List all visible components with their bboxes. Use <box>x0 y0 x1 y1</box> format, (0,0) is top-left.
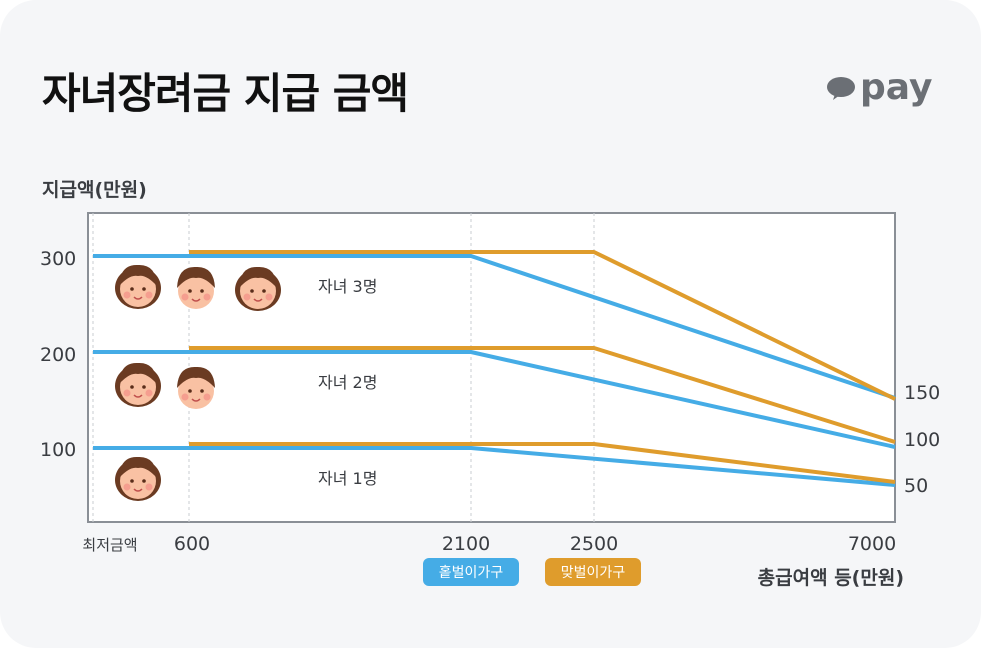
legend-label: 맞벌이가구 <box>561 565 626 581</box>
child-face-icon <box>177 366 215 409</box>
y-tick-label-left: 100 <box>40 439 76 461</box>
single-earner-line <box>93 254 896 400</box>
y-tick-label-right: 50 <box>904 475 928 497</box>
x-tick-label: 2500 <box>570 533 618 555</box>
child-face-icon <box>177 266 215 309</box>
child-face-icon <box>115 456 161 501</box>
single-earner-line <box>93 350 896 449</box>
child-count-label: 자녀 1명 <box>318 469 377 488</box>
x-tick-label: 7000 <box>848 533 896 555</box>
dual-earner-line <box>189 442 896 484</box>
speech-bubble-icon <box>827 77 855 100</box>
child-face-icon <box>235 266 281 311</box>
y-tick-label-right: 100 <box>904 429 940 451</box>
legend-badge <box>545 558 641 586</box>
legend-badge <box>423 558 519 586</box>
y-tick-label-left: 200 <box>40 344 76 366</box>
x-tick-label: 최저금액 <box>82 536 137 554</box>
y-axis-label: 지급액(만원) <box>42 179 147 201</box>
kakao-pay-logo: pay <box>826 70 932 106</box>
x-axis-label: 총급여액 등(만원) <box>758 567 904 589</box>
child-face-icon <box>115 264 161 309</box>
child-count-label: 자녀 3명 <box>318 277 377 296</box>
brand-text: pay <box>860 67 933 108</box>
y-tick-label-left: 300 <box>40 248 76 270</box>
legend-label: 홑벌이가구 <box>439 565 504 581</box>
x-tick-label: 600 <box>174 533 210 555</box>
dual-earner-line <box>189 346 896 444</box>
y-tick-label-right: 150 <box>904 382 940 404</box>
child-face-icon <box>115 362 161 407</box>
child-count-label: 자녀 2명 <box>318 373 377 392</box>
single-earner-line <box>93 446 896 487</box>
dual-earner-line <box>189 250 896 401</box>
x-tick-label: 2100 <box>442 533 490 555</box>
page-title: 자녀장려금 지급 금액 <box>42 69 409 118</box>
